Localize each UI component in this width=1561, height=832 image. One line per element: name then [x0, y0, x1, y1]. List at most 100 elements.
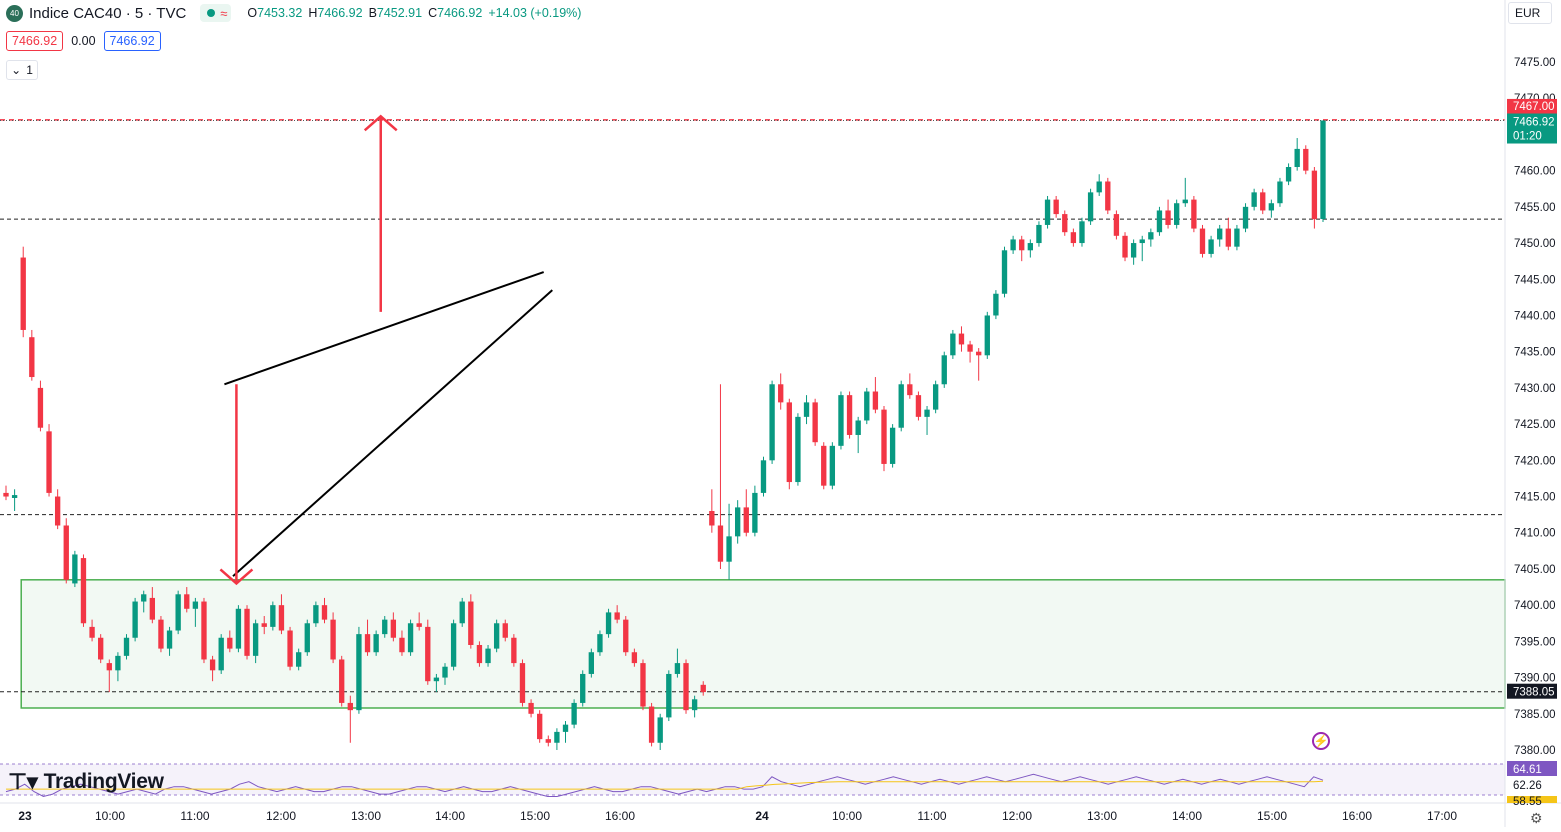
candle — [683, 659, 689, 714]
tradingview-logo[interactable]: ⊤▾ TradingView — [8, 769, 164, 795]
candle — [29, 329, 35, 381]
arrow-up — [363, 114, 398, 312]
wedge-trendline-1 — [232, 289, 553, 577]
candle-body — [812, 402, 818, 443]
candle — [812, 398, 818, 446]
candle-body — [795, 416, 801, 483]
candle-body — [98, 637, 104, 660]
candle — [709, 489, 715, 533]
candle — [554, 728, 560, 750]
candle-body — [485, 648, 491, 664]
candle-body — [511, 637, 517, 664]
candle-body — [1311, 170, 1318, 220]
candle-body — [1294, 148, 1300, 168]
candle — [1242, 203, 1249, 233]
candle-body — [1139, 239, 1145, 244]
market-status-badge[interactable]: ≈ — [200, 4, 232, 22]
candle-body — [132, 601, 138, 638]
candle — [433, 673, 440, 693]
currency-select[interactable]: EUR — [1508, 2, 1552, 24]
candle — [605, 608, 612, 638]
candle — [1087, 188, 1094, 225]
candle-body — [3, 492, 9, 497]
arrow-head — [363, 114, 398, 132]
candle — [399, 630, 405, 656]
candle-body — [502, 623, 508, 638]
candle — [915, 391, 922, 421]
candle-body — [252, 623, 259, 656]
price-axis-tick: 7425.00 — [1514, 419, 1556, 431]
candle — [1130, 239, 1137, 265]
settings-gear-icon[interactable]: ⚙ — [1530, 810, 1543, 826]
candle — [235, 605, 242, 653]
candle — [158, 616, 164, 653]
candle-body — [597, 634, 603, 653]
candle-body — [20, 257, 26, 330]
ohlc-high: 7466.92 — [317, 6, 363, 20]
candle — [778, 373, 784, 410]
candle — [967, 340, 973, 363]
candle-body — [450, 623, 457, 667]
candle — [252, 619, 259, 664]
candle — [304, 619, 310, 656]
candle-body — [786, 402, 792, 483]
candle — [89, 619, 95, 642]
symbol-logo-icon[interactable]: 40 — [6, 4, 23, 22]
lightning-icon[interactable]: ⚡ — [1312, 732, 1330, 750]
candle-body — [588, 652, 595, 674]
candle-body — [623, 619, 629, 653]
candle-body — [889, 427, 896, 464]
price-axis-tick: 7390.00 — [1514, 673, 1556, 685]
sell-button[interactable]: 7466.92 — [6, 31, 64, 51]
candle-body — [29, 337, 35, 378]
candle — [1001, 246, 1008, 298]
candle-body — [106, 663, 112, 671]
ohlc-close: 7466.92 — [437, 6, 483, 20]
symbol-title[interactable]: Indice CAC40 · 5 · TVC — [29, 4, 187, 22]
level-price-label: 7388.05 — [1513, 687, 1555, 699]
candle — [752, 485, 758, 537]
buy-button[interactable]: 7466.92 — [103, 31, 161, 51]
price-axis-tick: 7380.00 — [1514, 745, 1556, 757]
candle-body — [519, 663, 526, 703]
candle-body — [1087, 192, 1094, 222]
candle-body — [709, 511, 715, 526]
candle — [993, 290, 999, 320]
candle-body — [752, 492, 758, 533]
candle-body — [1044, 199, 1051, 225]
candle — [149, 587, 156, 624]
candle-body — [1010, 239, 1016, 251]
candle — [1010, 235, 1016, 254]
candle — [769, 380, 775, 464]
candle — [1122, 232, 1128, 262]
candle-body — [63, 525, 69, 580]
candle — [1303, 145, 1309, 175]
candle — [838, 391, 844, 450]
candle-body — [244, 608, 250, 656]
candle — [459, 597, 465, 627]
candle — [476, 641, 483, 667]
indicators-toggle-button[interactable]: ⌄ 1 — [6, 60, 38, 80]
candle-body — [1173, 203, 1180, 225]
candle-body — [691, 699, 698, 711]
candle — [597, 630, 603, 656]
candle-body — [11, 495, 18, 498]
candle — [209, 655, 216, 682]
candle — [287, 626, 293, 671]
candle-body — [235, 608, 242, 649]
candle-body — [382, 619, 388, 635]
candle — [295, 648, 302, 671]
candle-body — [1156, 210, 1163, 233]
candle-body — [717, 525, 724, 562]
rsi-band — [0, 764, 1505, 795]
candle-body — [1165, 210, 1171, 225]
candle-body — [958, 333, 965, 345]
candle — [1165, 199, 1171, 229]
candle-body — [201, 601, 207, 660]
candle — [786, 398, 792, 490]
candle — [3, 485, 9, 501]
candle — [37, 380, 44, 432]
candle-body — [1303, 148, 1309, 171]
